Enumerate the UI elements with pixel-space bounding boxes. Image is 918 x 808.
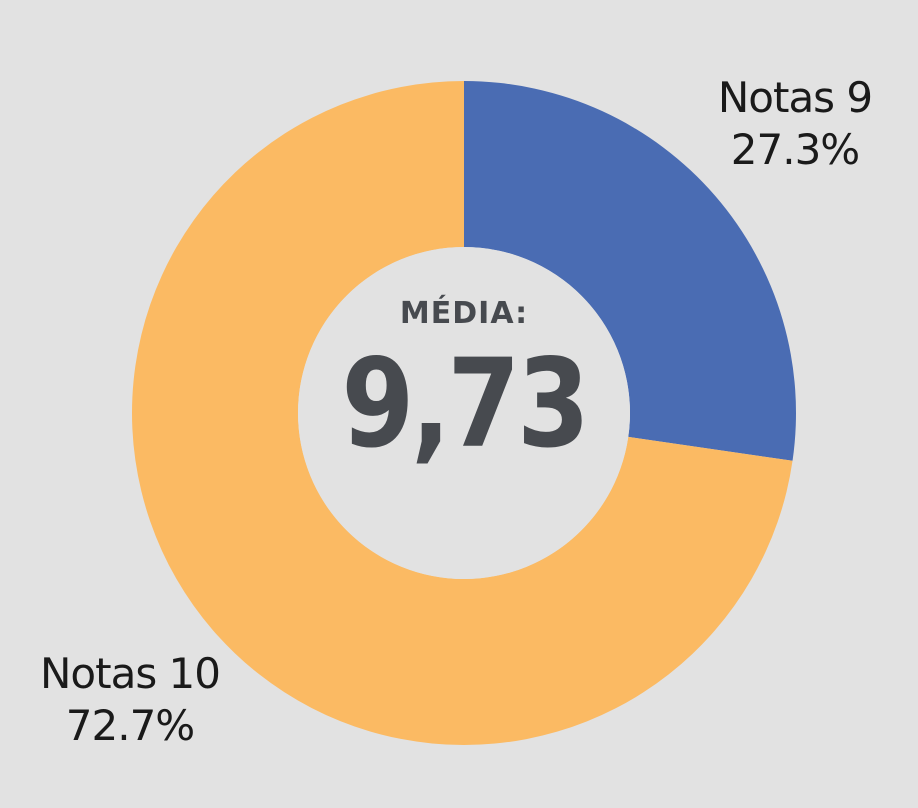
slice-label-name: Notas 9 — [717, 73, 873, 122]
center-caption: MÉDIA: — [399, 296, 529, 331]
center-value: 9,73 — [341, 333, 590, 475]
donut-slice-notas-9 — [464, 81, 796, 461]
slice-label-percent: 72.7% — [65, 701, 195, 750]
donut-slice-notas-10 — [131, 81, 793, 745]
slices-group — [131, 81, 796, 745]
donut-hole — [298, 247, 630, 579]
slice-label-percent: 27.3% — [730, 125, 860, 174]
slice-label-notas-9: Notas 9 27.3% — [700, 72, 890, 176]
slice-label-notas-10: Notas 10 72.7% — [30, 648, 230, 752]
slice-label-name: Notas 10 — [40, 649, 221, 698]
